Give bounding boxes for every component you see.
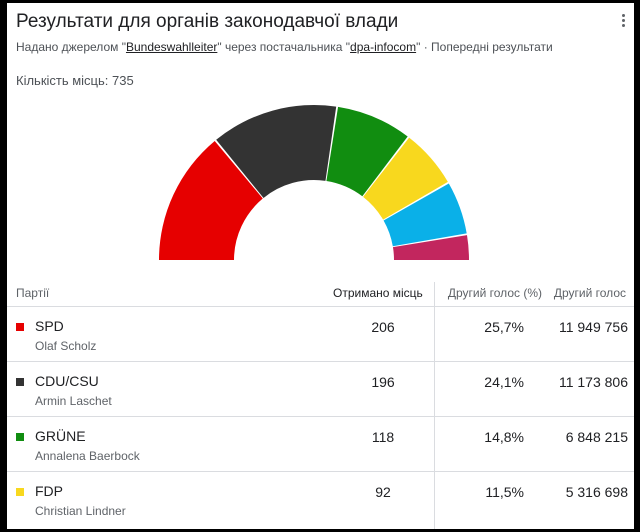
provider-link[interactable]: dpa-infocom xyxy=(350,40,417,54)
party-leader: Olaf Scholz xyxy=(35,339,97,353)
header-party: Партії xyxy=(16,286,50,300)
header-seats[interactable]: Отримано місць xyxy=(333,286,423,300)
source-mid: " через постачальника " xyxy=(217,40,351,54)
total-seats: Кількість місць: 735 xyxy=(16,73,134,88)
results-table: Партії Отримано місць Другий голос (%) Д… xyxy=(7,282,634,529)
seats-value: 118 xyxy=(371,429,395,445)
second-vote-value: 11 173 806 xyxy=(558,374,628,390)
seats-value: 206 xyxy=(371,319,395,335)
party-name: FDP xyxy=(35,483,63,499)
source-attribution: Надано джерелом "Bundeswahlleiter" через… xyxy=(16,40,553,54)
election-results-card: Результати для органів законодавчої влад… xyxy=(7,3,634,529)
second-vote-pct-value: 14,8% xyxy=(484,429,524,445)
party-leader: Annalena Baerbock xyxy=(35,449,140,463)
table-row[interactable]: SPD Olaf Scholz 206 25,7% 11 949 756 xyxy=(7,307,634,362)
seat-segment[interactable] xyxy=(363,137,448,220)
seats-value: 92 xyxy=(375,484,391,500)
party-color-swatch xyxy=(16,433,24,441)
seat-segment[interactable] xyxy=(326,106,408,197)
party-color-swatch xyxy=(16,323,24,331)
card-title: Результати для органів законодавчої влад… xyxy=(16,11,399,32)
party-name: SPD xyxy=(35,318,64,334)
seat-segment[interactable] xyxy=(159,140,263,260)
second-vote-pct-value: 11,5% xyxy=(485,484,524,500)
seat-segment[interactable] xyxy=(383,183,467,247)
source-link[interactable]: Bundeswahlleiter xyxy=(125,40,218,54)
seat-hemicycle-chart xyxy=(159,105,469,260)
second-vote-value: 11 949 756 xyxy=(558,319,628,335)
party-leader: Armin Laschet xyxy=(35,394,112,408)
party-name: CDU/CSU xyxy=(35,373,99,389)
seat-segment[interactable] xyxy=(216,105,337,198)
header-second-vote-pct[interactable]: Другий голос (%) xyxy=(447,286,542,300)
party-color-swatch xyxy=(16,378,24,386)
source-suffix: " · Попередні результати xyxy=(416,40,553,54)
more-options-icon[interactable] xyxy=(616,9,630,31)
second-vote-pct-value: 24,1% xyxy=(484,374,524,390)
column-divider xyxy=(434,282,435,529)
seat-segment[interactable] xyxy=(392,235,469,260)
second-vote-pct-value: 25,7% xyxy=(484,319,524,335)
table-row[interactable]: FDP Christian Lindner 92 11,5% 5 316 698 xyxy=(7,472,634,526)
seats-value: 196 xyxy=(371,374,395,390)
second-vote-value: 5 316 698 xyxy=(565,484,628,500)
header-second-vote[interactable]: Другий голос xyxy=(553,286,626,300)
table-body: SPD Olaf Scholz 206 25,7% 11 949 756 CDU… xyxy=(7,307,634,526)
table-row[interactable]: CDU/CSU Armin Laschet 196 24,1% 11 173 8… xyxy=(7,362,634,417)
second-vote-value: 6 848 215 xyxy=(565,429,628,445)
party-color-swatch xyxy=(16,488,24,496)
table-header: Партії Отримано місць Другий голос (%) Д… xyxy=(7,282,634,307)
source-prefix: Надано джерелом " xyxy=(16,40,126,54)
table-row[interactable]: GRÜNE Annalena Baerbock 118 14,8% 6 848 … xyxy=(7,417,634,472)
party-leader: Christian Lindner xyxy=(35,504,126,518)
party-name: GRÜNE xyxy=(35,428,86,444)
